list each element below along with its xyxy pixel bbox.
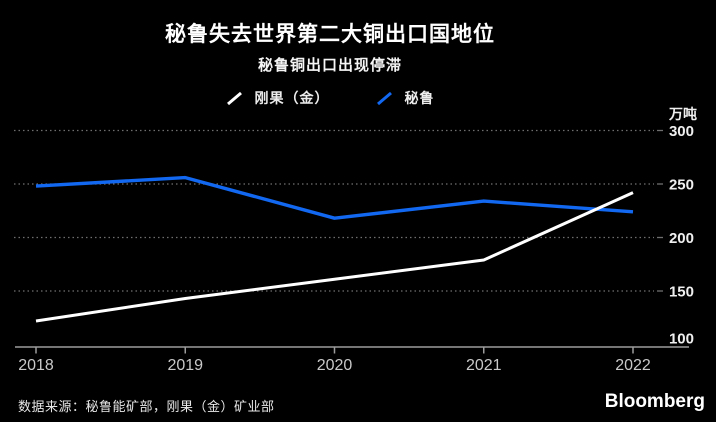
- svg-text:2018: 2018: [18, 357, 54, 374]
- bloomberg-logo: Bloomberg: [604, 391, 705, 412]
- line-swatch-icon: [376, 91, 392, 105]
- svg-text:2020: 2020: [317, 357, 353, 374]
- legend-label-peru: 秘鲁: [404, 90, 435, 106]
- svg-text:2021: 2021: [466, 357, 502, 374]
- svg-text:300: 300: [669, 123, 694, 140]
- svg-text:150: 150: [669, 284, 694, 301]
- svg-text:200: 200: [669, 230, 694, 247]
- svg-text:万吨: 万吨: [668, 106, 697, 122]
- legend-item-congo: 刚果（金）: [226, 88, 330, 108]
- chart-subtitle: 秘鲁铜出口出现停滞: [257, 57, 402, 74]
- svg-text:2019: 2019: [167, 357, 203, 374]
- chart-legend: 刚果（金） 秘鲁: [0, 88, 660, 108]
- line-swatch-icon: [226, 91, 242, 105]
- data-source-note: 数据来源：秘鲁能矿部，刚果（金）矿业部: [18, 399, 275, 414]
- legend-label-congo: 刚果（金）: [254, 90, 330, 106]
- svg-text:2022: 2022: [615, 357, 651, 374]
- svg-text:250: 250: [669, 177, 694, 194]
- chart-title: 秘鲁失去世界第二大铜出口国地位: [165, 23, 495, 46]
- legend-item-peru: 秘鲁: [376, 88, 435, 108]
- chart-header: 秘鲁失去世界第二大铜出口国地位 秘鲁铜出口出现停滞: [0, 0, 660, 75]
- svg-text:100: 100: [669, 331, 694, 348]
